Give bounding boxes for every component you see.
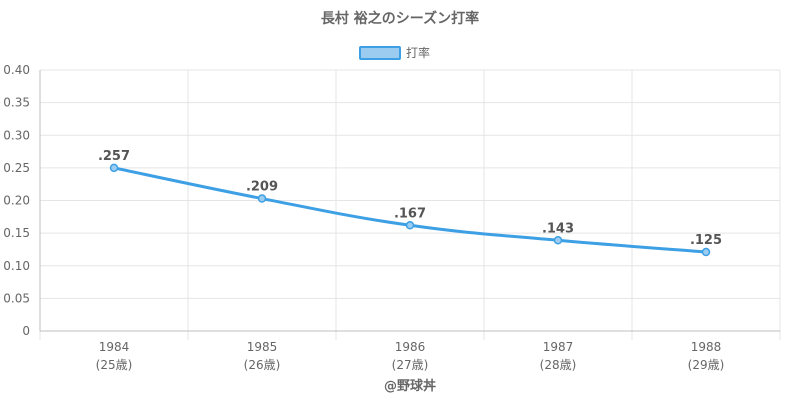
legend[interactable]: 打率	[359, 45, 430, 60]
y-tick-label: 0.35	[3, 96, 30, 110]
y-tick-label: 0.15	[3, 226, 30, 240]
legend-label: 打率	[406, 45, 430, 60]
x-tick-label: 1985	[247, 340, 278, 354]
x-tick-label: 1988	[691, 340, 722, 354]
x-tick-label: 1986	[395, 340, 426, 354]
y-tick-label: 0.20	[3, 194, 30, 208]
chart-credit: @野球丼	[384, 378, 436, 394]
data-label: .143	[542, 221, 574, 236]
data-label: .125	[690, 233, 722, 248]
x-tick-label: 1984	[99, 340, 130, 354]
data-label: .257	[98, 149, 130, 164]
y-tick-label: 0.10	[3, 259, 30, 273]
y-tick-label: 0.40	[3, 63, 30, 77]
chart-title: 長村 裕之のシーズン打率	[321, 10, 479, 27]
legend-swatch	[359, 46, 401, 60]
x-tick-sublabel: (28歳)	[540, 358, 577, 372]
y-axis-tick-labels: 0 0.05 0.10 0.15 0.20 0.25 0.30 0.35 0.40	[3, 63, 30, 338]
data-label: .209	[246, 180, 278, 195]
data-labels: .257 .209 .167 .143 .125	[98, 149, 722, 248]
x-tick-label: 1987	[543, 340, 574, 354]
data-point[interactable]	[405, 221, 415, 230]
data-point[interactable]	[257, 194, 267, 203]
series-layer	[109, 163, 711, 257]
data-point[interactable]	[701, 247, 711, 257]
y-tick-label: 0.25	[3, 161, 30, 175]
x-tick-sublabel: (29歳)	[688, 358, 725, 372]
y-tick-label: 0.30	[3, 128, 30, 142]
y-tick-label: 0	[22, 324, 30, 338]
y-tick-label: 0.05	[3, 291, 30, 305]
axes	[39, 70, 780, 332]
x-axis-tick-labels: 1984 (25歳) 1985 (26歳) 1986 (27歳) 1987 (28歳) 1988…	[96, 340, 725, 372]
data-label: .167	[394, 206, 426, 221]
x-tick-sublabel: (27歳)	[392, 358, 429, 372]
x-tick-sublabel: (26歳)	[244, 358, 281, 372]
data-point[interactable]	[553, 236, 563, 245]
x-tick-sublabel: (25歳)	[96, 358, 133, 372]
data-point[interactable]	[109, 163, 119, 173]
gridlines	[39, 69, 781, 340]
